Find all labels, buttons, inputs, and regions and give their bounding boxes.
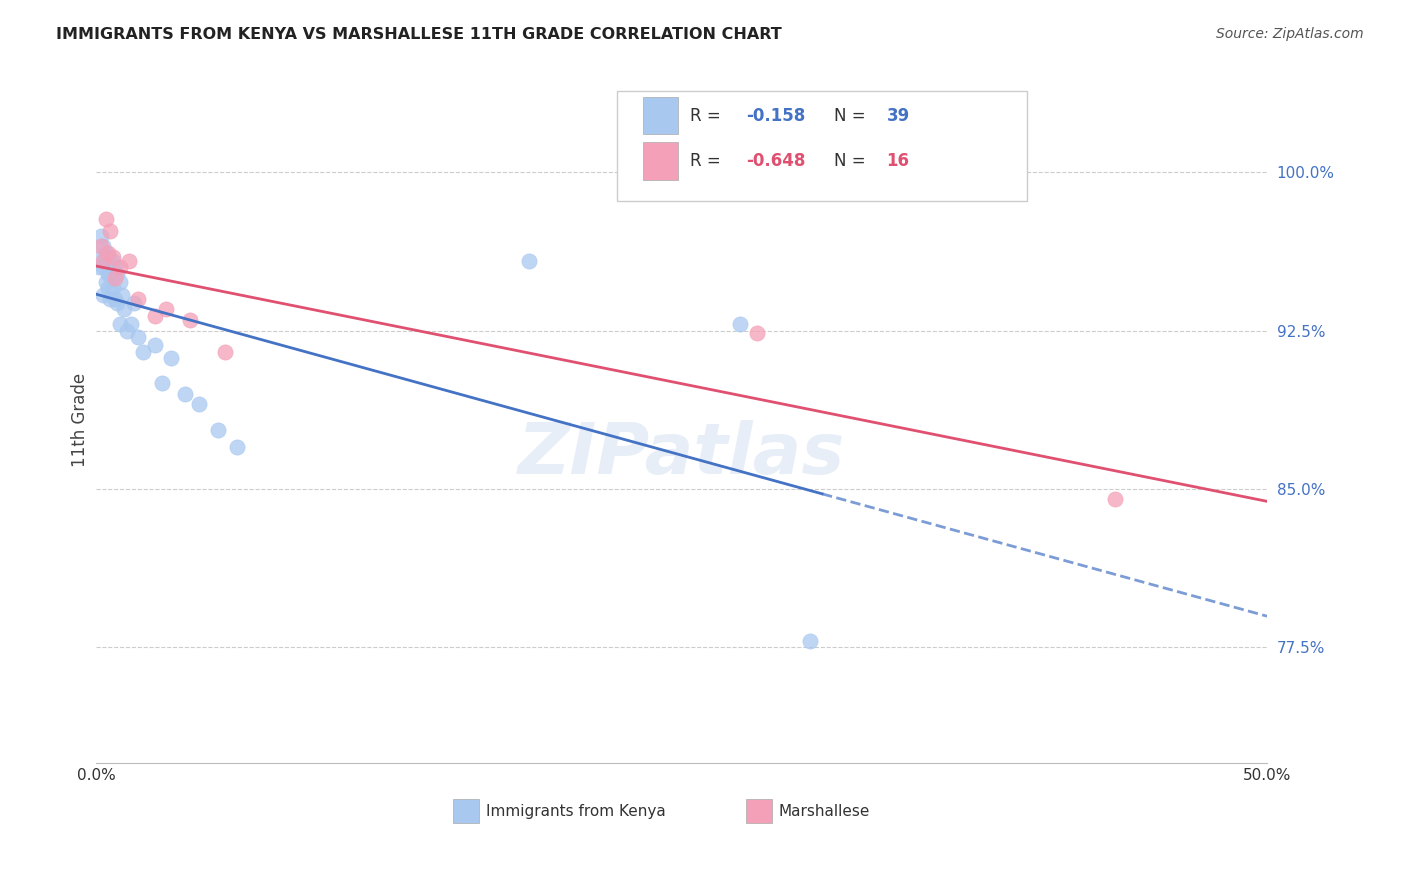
Point bbox=[94, 275, 117, 289]
Point bbox=[90, 228, 112, 243]
Point bbox=[120, 318, 142, 332]
Point bbox=[97, 281, 120, 295]
Point bbox=[160, 351, 183, 365]
FancyBboxPatch shape bbox=[453, 799, 479, 823]
Point bbox=[799, 633, 821, 648]
Text: IMMIGRANTS FROM KENYA VS MARSHALLESE 11TH GRADE CORRELATION CHART: IMMIGRANTS FROM KENYA VS MARSHALLESE 11T… bbox=[56, 27, 782, 42]
Text: -0.648: -0.648 bbox=[747, 152, 806, 169]
Point bbox=[97, 250, 120, 264]
Point bbox=[91, 239, 114, 253]
Text: N =: N = bbox=[834, 152, 870, 169]
Point bbox=[519, 254, 541, 268]
Point bbox=[745, 326, 768, 340]
Point bbox=[108, 260, 131, 275]
Point bbox=[97, 245, 120, 260]
Point bbox=[101, 254, 124, 268]
Point bbox=[94, 254, 117, 268]
Text: Source: ZipAtlas.com: Source: ZipAtlas.com bbox=[1216, 27, 1364, 41]
Point bbox=[101, 250, 124, 264]
Point bbox=[112, 302, 135, 317]
Point bbox=[105, 296, 128, 310]
Text: 39: 39 bbox=[887, 107, 910, 125]
Text: R =: R = bbox=[690, 107, 725, 125]
Point bbox=[143, 338, 166, 352]
Point bbox=[143, 309, 166, 323]
Point bbox=[225, 440, 247, 454]
FancyBboxPatch shape bbox=[643, 142, 678, 179]
Text: N =: N = bbox=[834, 107, 870, 125]
Text: Immigrants from Kenya: Immigrants from Kenya bbox=[486, 804, 666, 819]
Text: -0.158: -0.158 bbox=[747, 107, 806, 125]
Point bbox=[155, 302, 177, 317]
Point bbox=[118, 254, 141, 268]
Point bbox=[90, 239, 112, 253]
Text: Marshallese: Marshallese bbox=[779, 804, 870, 819]
Text: 16: 16 bbox=[887, 152, 910, 169]
Point bbox=[174, 387, 197, 401]
Point bbox=[179, 313, 201, 327]
Point bbox=[87, 260, 110, 275]
Point bbox=[97, 267, 120, 281]
Point bbox=[115, 324, 138, 338]
Point bbox=[91, 287, 114, 301]
Point bbox=[111, 287, 134, 301]
Point bbox=[122, 296, 145, 310]
Text: ZIPatlas: ZIPatlas bbox=[517, 420, 845, 489]
Point bbox=[98, 292, 121, 306]
Point bbox=[91, 254, 114, 268]
FancyBboxPatch shape bbox=[747, 799, 772, 823]
Point bbox=[127, 330, 149, 344]
Point bbox=[104, 292, 127, 306]
Point bbox=[90, 250, 112, 264]
Point bbox=[104, 260, 127, 275]
Point bbox=[214, 344, 236, 359]
FancyBboxPatch shape bbox=[617, 91, 1026, 201]
Point bbox=[104, 270, 127, 285]
Point bbox=[105, 267, 128, 281]
Point bbox=[1104, 492, 1126, 507]
Point bbox=[127, 292, 149, 306]
Point bbox=[94, 245, 117, 260]
Text: R =: R = bbox=[690, 152, 725, 169]
Point bbox=[728, 318, 751, 332]
Point bbox=[101, 281, 124, 295]
FancyBboxPatch shape bbox=[643, 96, 678, 135]
Point bbox=[207, 423, 229, 437]
Point bbox=[94, 211, 117, 226]
Point bbox=[91, 260, 114, 275]
Point bbox=[108, 318, 131, 332]
Point bbox=[132, 344, 155, 359]
Point bbox=[98, 224, 121, 238]
Point bbox=[98, 267, 121, 281]
Y-axis label: 11th Grade: 11th Grade bbox=[72, 373, 89, 467]
Point bbox=[108, 275, 131, 289]
Point bbox=[188, 397, 211, 411]
Point bbox=[150, 376, 173, 391]
